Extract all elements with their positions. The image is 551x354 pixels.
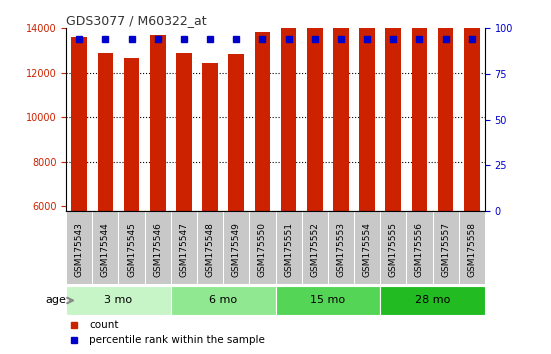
Bar	[412, 0, 427, 211]
Bar	[276, 211, 302, 284]
Bar	[407, 211, 433, 284]
Text: GSM175557: GSM175557	[441, 222, 450, 277]
Text: GSM175543: GSM175543	[75, 222, 84, 277]
Text: GSM175546: GSM175546	[153, 222, 162, 277]
Bar	[255, 32, 270, 211]
Bar	[458, 211, 485, 284]
Bar	[66, 211, 93, 284]
Text: GSM175553: GSM175553	[337, 222, 345, 277]
Bar	[380, 286, 485, 315]
Text: GSM175555: GSM175555	[389, 222, 398, 277]
Bar	[150, 35, 165, 211]
Bar	[302, 211, 328, 284]
Text: GSM175550: GSM175550	[258, 222, 267, 277]
Bar	[176, 53, 192, 211]
Bar	[66, 286, 171, 315]
Bar	[276, 286, 380, 315]
Text: 3 mo: 3 mo	[104, 296, 133, 306]
Bar	[118, 211, 144, 284]
Bar	[249, 211, 276, 284]
Bar	[464, 0, 479, 211]
Text: GSM175554: GSM175554	[363, 222, 371, 277]
Bar	[385, 0, 401, 211]
Bar	[229, 54, 244, 211]
Bar	[144, 211, 171, 284]
Text: GSM175552: GSM175552	[310, 222, 319, 277]
Bar	[433, 211, 458, 284]
Text: GSM175544: GSM175544	[101, 222, 110, 276]
Text: age: age	[45, 296, 66, 306]
Bar	[307, 0, 323, 211]
Bar	[437, 0, 453, 211]
Bar	[202, 63, 218, 211]
Text: percentile rank within the sample: percentile rank within the sample	[89, 335, 265, 346]
Bar	[171, 211, 197, 284]
Bar	[98, 53, 114, 211]
Text: 28 mo: 28 mo	[415, 296, 450, 306]
Text: GSM175558: GSM175558	[467, 222, 476, 277]
Text: 6 mo: 6 mo	[209, 296, 237, 306]
Bar	[72, 37, 87, 211]
Text: GDS3077 / M60322_at: GDS3077 / M60322_at	[66, 14, 207, 27]
Text: 15 mo: 15 mo	[310, 296, 345, 306]
Bar	[328, 211, 354, 284]
Text: GSM175547: GSM175547	[180, 222, 188, 277]
Text: count: count	[89, 320, 118, 330]
Bar	[171, 286, 276, 315]
Text: GSM175549: GSM175549	[232, 222, 241, 277]
Bar	[380, 211, 407, 284]
Bar	[223, 211, 249, 284]
Bar	[354, 211, 380, 284]
Bar	[281, 0, 296, 211]
Bar	[123, 58, 139, 211]
Text: GSM175556: GSM175556	[415, 222, 424, 277]
Bar	[359, 0, 375, 211]
Bar	[197, 211, 223, 284]
Text: GSM175551: GSM175551	[284, 222, 293, 277]
Text: GSM175548: GSM175548	[206, 222, 214, 277]
Text: GSM175545: GSM175545	[127, 222, 136, 277]
Bar	[333, 6, 349, 211]
Bar	[93, 211, 118, 284]
